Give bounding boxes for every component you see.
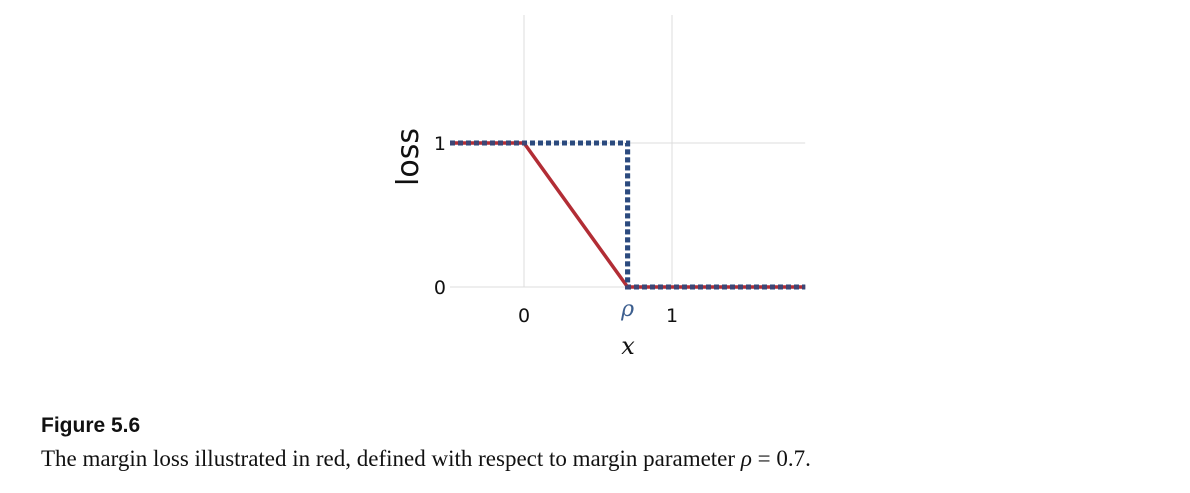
- y-axis-label: loss: [391, 128, 426, 186]
- series-layer: [450, 140, 806, 290]
- caption-text-after: = 0.7.: [751, 446, 811, 471]
- figure-label: Figure 5.6: [41, 414, 141, 437]
- x-tick-label-rho: ρ: [620, 297, 634, 322]
- caption-rho-symbol: ρ: [740, 446, 752, 471]
- x-tick-label: 0: [518, 305, 530, 327]
- tick-labels: 0 ρ 1 0 1: [434, 133, 678, 327]
- margin-loss-chart: 0 ρ 1 0 1 loss x: [391, 15, 806, 360]
- x-tick-label: 1: [666, 305, 678, 327]
- figure-caption: The margin loss illustrated in red, defi…: [41, 446, 811, 472]
- caption-text-before: The margin loss illustrated in red, defi…: [41, 446, 741, 471]
- y-tick-label: 0: [434, 277, 446, 299]
- zero-one-loss-overlay: [450, 140, 806, 290]
- y-tick-label: 1: [434, 133, 446, 155]
- x-axis-label: x: [621, 332, 635, 360]
